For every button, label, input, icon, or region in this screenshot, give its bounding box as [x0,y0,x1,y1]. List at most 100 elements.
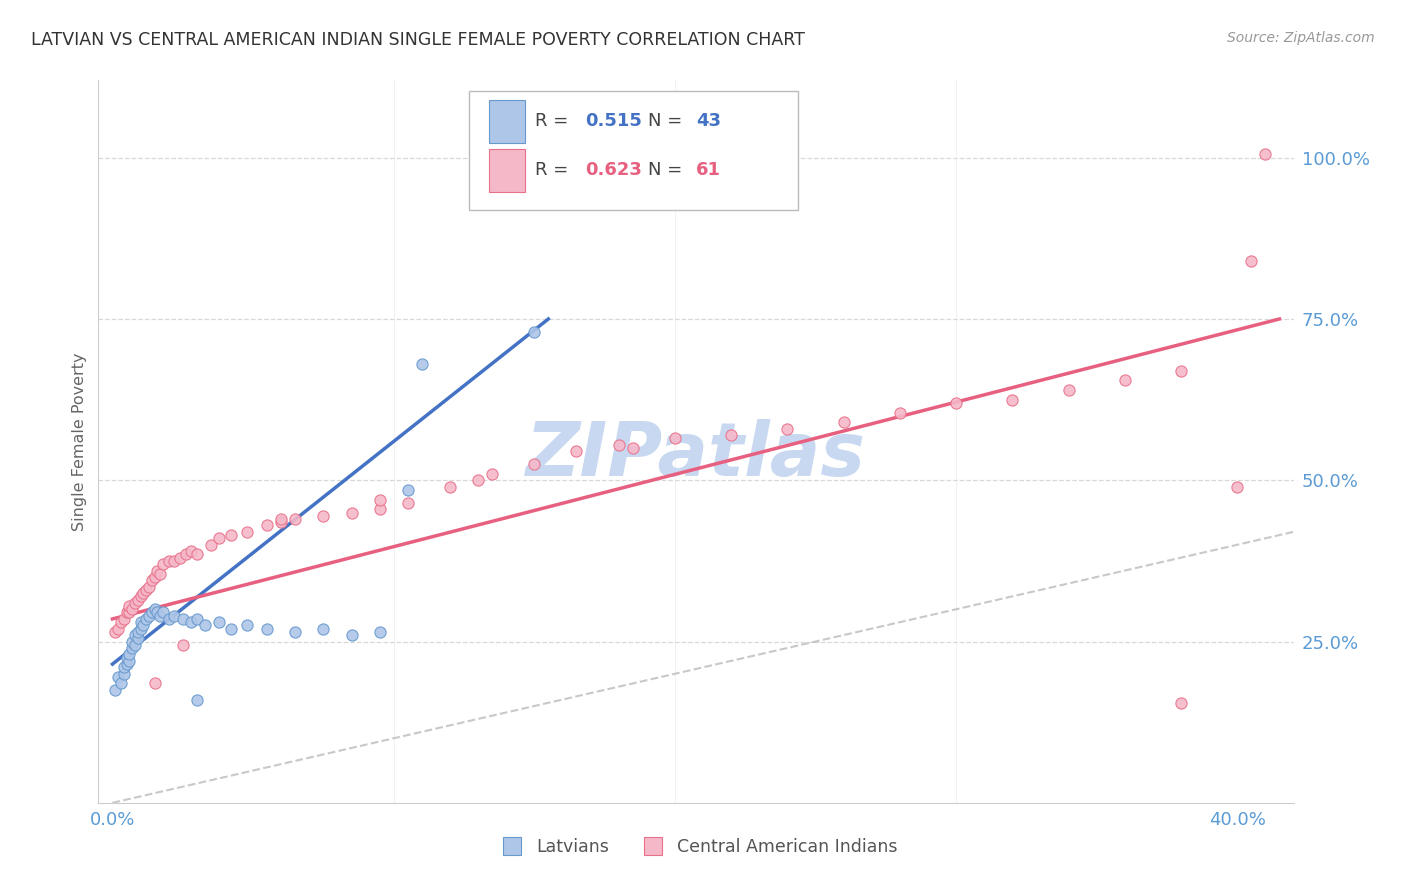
Text: Source: ZipAtlas.com: Source: ZipAtlas.com [1227,31,1375,45]
Point [115,657,138,672]
Point [152,606,174,620]
Point [118,654,141,668]
Text: ZIPatlas: ZIPatlas [526,419,866,492]
FancyBboxPatch shape [489,149,524,192]
Y-axis label: Single Female Poverty: Single Female Poverty [72,352,87,531]
Point [112,660,135,674]
Point [129,590,152,604]
Point [284,624,307,639]
Point [776,422,799,436]
Point [1240,254,1263,268]
Point [112,666,135,681]
Point [146,564,169,578]
Point [607,438,630,452]
Point [172,612,194,626]
Point [138,608,160,623]
Point [208,615,231,630]
Point [565,444,588,458]
Point [118,606,141,620]
Point [118,599,141,613]
Text: R =: R = [534,161,574,179]
Point [143,570,166,584]
Text: R =: R = [534,112,574,130]
Point [141,606,163,620]
Point [174,548,197,562]
Point [186,612,208,626]
Point [124,596,146,610]
Point [169,550,191,565]
Point [157,554,180,568]
Point [121,640,143,655]
Point [127,592,149,607]
Point [270,515,292,529]
Point [621,441,644,455]
Point [163,554,186,568]
Point [236,524,259,539]
Point [121,634,143,648]
Point [439,480,461,494]
Point [411,357,433,371]
Point [368,492,391,507]
Text: N =: N = [648,112,688,130]
Point [110,676,132,690]
Text: 0.515: 0.515 [585,112,641,130]
Point [149,608,172,623]
Point [368,624,391,639]
Point [1114,373,1136,387]
FancyBboxPatch shape [470,91,797,211]
Point [124,628,146,642]
Text: 61: 61 [696,161,721,179]
Point [1170,363,1192,377]
Text: N =: N = [648,161,688,179]
Point [135,582,157,597]
Point [208,531,231,545]
Point [138,580,160,594]
Point [889,405,911,419]
Point [152,557,174,571]
Point [180,544,202,558]
Point [720,428,742,442]
Point [832,415,855,429]
Point [121,602,143,616]
Point [163,608,186,623]
Point [112,612,135,626]
Point [1001,392,1024,407]
Point [107,622,129,636]
Point [172,638,194,652]
Point [180,615,202,630]
Point [236,618,259,632]
Text: 43: 43 [696,112,721,130]
Point [107,670,129,684]
Point [115,650,138,665]
Point [104,624,127,639]
Point [368,502,391,516]
Point [219,622,242,636]
FancyBboxPatch shape [489,100,524,143]
Point [256,518,278,533]
Legend: Latvians, Central American Indians: Latvians, Central American Indians [488,830,904,863]
Point [135,612,157,626]
Point [340,506,363,520]
Point [523,457,546,471]
Point [664,431,686,445]
Point [312,622,335,636]
Point [467,473,489,487]
Point [1254,147,1277,161]
Point [127,624,149,639]
Point [124,638,146,652]
Point [284,512,307,526]
Point [270,512,292,526]
Point [129,615,152,630]
Point [312,508,335,523]
Point [141,573,163,587]
Point [110,615,132,630]
Point [132,618,155,632]
Point [127,632,149,646]
Point [340,628,363,642]
Point [104,682,127,697]
Point [186,548,208,562]
Point [1226,480,1249,494]
Point [149,566,172,581]
Point [945,396,967,410]
Point [129,622,152,636]
